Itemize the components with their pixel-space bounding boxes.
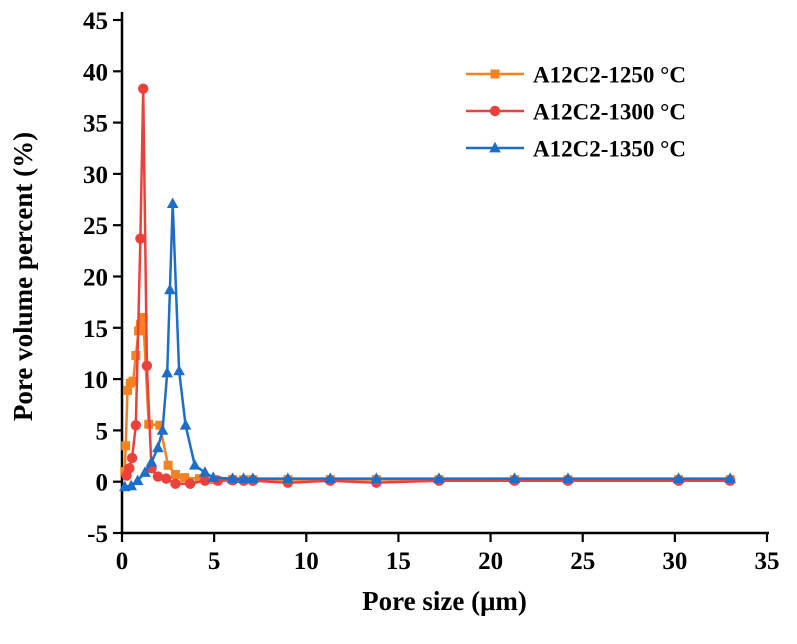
square-marker-icon [155,420,165,430]
circle-marker-icon [135,233,146,244]
series-line [123,316,731,481]
circle-marker-icon [141,360,153,371]
triangle-marker-icon [199,466,211,477]
y-tick-label: 5 [96,418,109,445]
x-tick-label: 30 [662,548,687,575]
square-marker-icon [490,69,500,79]
square-marker-icon [123,385,133,395]
triangle-marker-icon [237,472,250,484]
y-tick-label: 35 [83,111,108,138]
square-marker-icon [163,460,173,470]
y-tick-label: 20 [83,265,108,292]
triangle-marker-icon [226,472,239,484]
triangle-marker-icon [166,197,179,209]
legend-label: A12C2-1250 °C [533,63,686,88]
triangle-marker-icon [125,479,138,491]
series-line [124,202,731,489]
x-tick-label: 20 [478,548,503,575]
y-tick-label: 15 [83,316,108,343]
series-a12c2-1350-c [118,197,736,492]
square-marker-icon [131,351,141,361]
x-axis-title: Pore size (μm) [362,586,527,616]
triangle-marker-icon [433,472,445,484]
triangle-marker-icon [562,472,574,484]
triangle-marker-icon [324,472,337,484]
triangle-marker-icon [188,459,201,470]
y-tick-label: 30 [83,162,108,189]
triangle-marker-icon [139,466,151,477]
y-axis-title: Pore volume percent (%) [8,132,38,421]
triangle-marker-icon [247,472,259,484]
x-tick-label: 25 [570,548,595,575]
circle-marker-icon [130,420,142,431]
triangle-marker-icon [173,364,185,376]
square-marker-icon [194,474,204,484]
y-tick-label: -5 [87,521,108,548]
triangle-marker-icon [282,472,294,484]
triangle-marker-icon [207,471,220,482]
circle-marker-icon [489,105,501,117]
square-marker-icon [138,313,148,323]
x-tick-label: 5 [208,548,221,575]
triangle-marker-icon [370,472,383,484]
y-tick-label: 45 [83,8,108,35]
circle-marker-icon [137,83,149,94]
triangle-marker-icon [161,366,173,378]
x-tick-label: 10 [294,548,319,575]
circle-marker-icon [124,463,135,474]
triangle-marker-icon [672,472,685,484]
legend-item: A12C2-1300 °C [466,100,686,125]
legend-item: A12C2-1250 °C [466,63,686,88]
square-marker-icon [180,473,190,483]
x-tick-label: 35 [755,548,780,575]
y-axis: -5 0 5 10 15 20 25 30 35 40 45 [83,8,122,548]
circle-marker-icon [161,473,172,484]
circle-marker-icon [184,478,196,489]
x-axis: 0 5 10 15 20 25 30 35 [116,533,780,575]
circle-marker-icon [170,478,181,489]
axes [120,12,769,535]
x-tick-label: 15 [386,548,411,575]
triangle-marker-icon [145,456,158,467]
triangle-marker-icon [131,474,144,486]
legend-label: A12C2-1300 °C [533,100,686,125]
y-tick-label: 0 [96,470,109,497]
triangle-marker-icon [164,283,176,295]
triangle-marker-icon [489,141,501,153]
triangle-marker-icon [508,472,521,484]
triangle-marker-icon [179,419,192,430]
y-tick-label: 10 [83,367,108,394]
triangle-marker-icon [156,424,169,435]
circle-marker-icon [199,475,211,486]
legend-label: A12C2-1350 °C [533,137,686,162]
circle-marker-icon [152,471,164,482]
square-marker-icon [121,441,131,451]
square-marker-icon [128,376,138,386]
square-marker-icon [170,470,180,480]
legend-item: A12C2-1350 °C [466,137,686,162]
x-tick-label: 0 [116,548,129,575]
circle-marker-icon [126,452,138,464]
series-a12c2-1250-c [120,313,735,485]
legend: A12C2-1250 °C A12C2-1300 °C A12C2-1350 °C [466,63,686,162]
square-marker-icon [135,320,145,330]
y-tick-label: 25 [83,213,108,240]
triangle-marker-icon [724,472,736,484]
y-tick-label: 40 [83,59,108,86]
triangle-marker-icon [152,441,164,453]
